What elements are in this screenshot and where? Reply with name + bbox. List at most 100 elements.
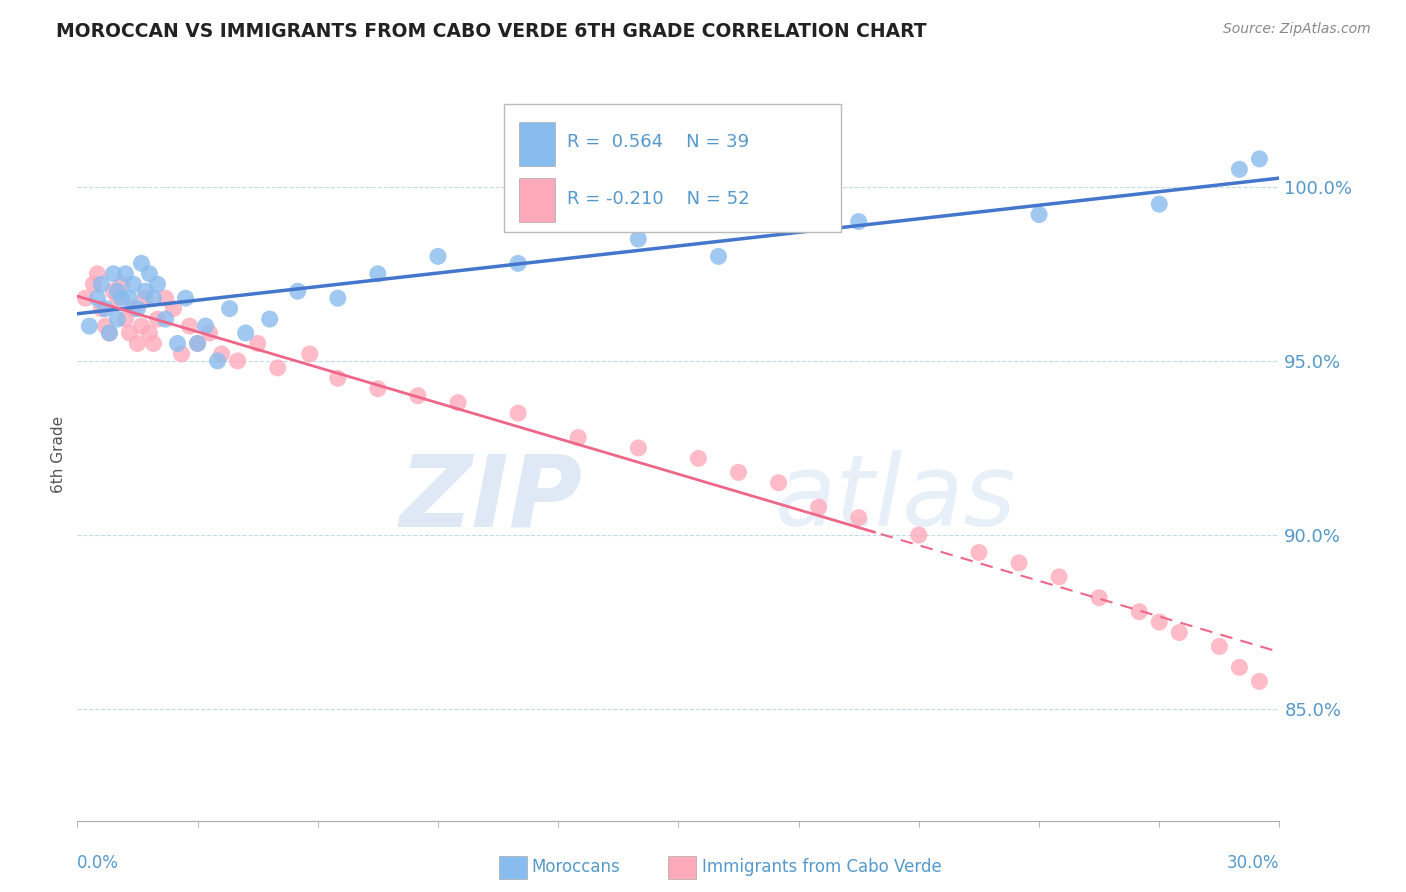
Text: ZIP: ZIP <box>399 450 582 548</box>
Point <box>707 249 730 263</box>
Point <box>138 326 160 340</box>
Point <box>194 319 217 334</box>
Point <box>627 232 650 246</box>
Point <box>259 312 281 326</box>
Point <box>118 291 141 305</box>
Point <box>131 256 153 270</box>
Point <box>186 336 209 351</box>
Point <box>246 336 269 351</box>
Point <box>179 319 201 334</box>
Point <box>627 441 650 455</box>
Text: MOROCCAN VS IMMIGRANTS FROM CABO VERDE 6TH GRADE CORRELATION CHART: MOROCCAN VS IMMIGRANTS FROM CABO VERDE 6… <box>56 22 927 41</box>
Point <box>367 382 389 396</box>
Point <box>98 326 121 340</box>
Point <box>326 371 349 385</box>
Text: Source: ZipAtlas.com: Source: ZipAtlas.com <box>1223 22 1371 37</box>
Point <box>146 312 169 326</box>
Point <box>727 466 749 480</box>
Point <box>1128 605 1150 619</box>
Point <box>807 500 830 515</box>
Point <box>367 267 389 281</box>
Point <box>768 475 790 490</box>
Text: 0.0%: 0.0% <box>77 855 120 872</box>
Point <box>211 347 233 361</box>
Text: 30.0%: 30.0% <box>1227 855 1279 872</box>
Point <box>138 267 160 281</box>
Point <box>508 406 530 420</box>
Point <box>155 312 177 326</box>
Point <box>447 395 470 409</box>
Point <box>107 291 129 305</box>
Point <box>162 301 184 316</box>
Point <box>86 267 108 281</box>
Point <box>127 301 149 316</box>
Point <box>226 354 249 368</box>
Point <box>155 291 177 305</box>
Point <box>90 277 112 292</box>
Point <box>1208 640 1230 654</box>
Point <box>267 360 290 375</box>
Text: Moroccans: Moroccans <box>531 858 620 877</box>
Point <box>298 347 321 361</box>
Point <box>134 284 156 298</box>
Point <box>90 301 112 316</box>
Point <box>127 336 149 351</box>
Point <box>235 326 257 340</box>
Point <box>75 291 97 305</box>
Point <box>1088 591 1111 605</box>
Point <box>218 301 240 316</box>
FancyBboxPatch shape <box>519 122 554 166</box>
Y-axis label: 6th Grade: 6th Grade <box>51 417 66 493</box>
Point <box>174 291 197 305</box>
Point <box>107 284 129 298</box>
Point <box>94 319 117 334</box>
Point <box>1008 556 1031 570</box>
Point <box>1028 208 1050 222</box>
Point <box>567 430 589 444</box>
Point <box>848 214 870 228</box>
Point <box>94 301 117 316</box>
Text: R = -0.210    N = 52: R = -0.210 N = 52 <box>567 190 749 208</box>
Point <box>1168 625 1191 640</box>
Point <box>118 326 141 340</box>
Point <box>107 312 129 326</box>
Point <box>146 277 169 292</box>
Point <box>967 545 990 559</box>
Point <box>1249 674 1271 689</box>
Point <box>98 326 121 340</box>
Point <box>86 291 108 305</box>
Point <box>79 319 101 334</box>
Point <box>82 277 104 292</box>
Point <box>908 528 931 542</box>
Point <box>848 510 870 524</box>
Point <box>103 267 125 281</box>
Point <box>406 389 429 403</box>
Text: Immigrants from Cabo Verde: Immigrants from Cabo Verde <box>702 858 942 877</box>
Text: R =  0.564    N = 39: R = 0.564 N = 39 <box>567 133 749 151</box>
FancyBboxPatch shape <box>505 103 841 232</box>
Point <box>170 347 193 361</box>
Point <box>326 291 349 305</box>
Point <box>186 336 209 351</box>
Point <box>1229 660 1251 674</box>
Point <box>122 301 145 316</box>
Point <box>142 336 165 351</box>
Point <box>1149 197 1171 211</box>
Point <box>110 291 132 305</box>
Text: atlas: atlas <box>775 450 1017 548</box>
Point <box>688 451 710 466</box>
Point <box>114 267 136 281</box>
Point <box>198 326 221 340</box>
Point <box>1229 162 1251 177</box>
Point <box>110 277 132 292</box>
Point <box>166 336 188 351</box>
Point <box>1047 570 1070 584</box>
Point <box>207 354 229 368</box>
Point <box>131 319 153 334</box>
Point <box>142 291 165 305</box>
Point <box>508 256 530 270</box>
Point <box>114 312 136 326</box>
Point <box>1149 615 1171 629</box>
Point <box>287 284 309 298</box>
Point <box>134 291 156 305</box>
